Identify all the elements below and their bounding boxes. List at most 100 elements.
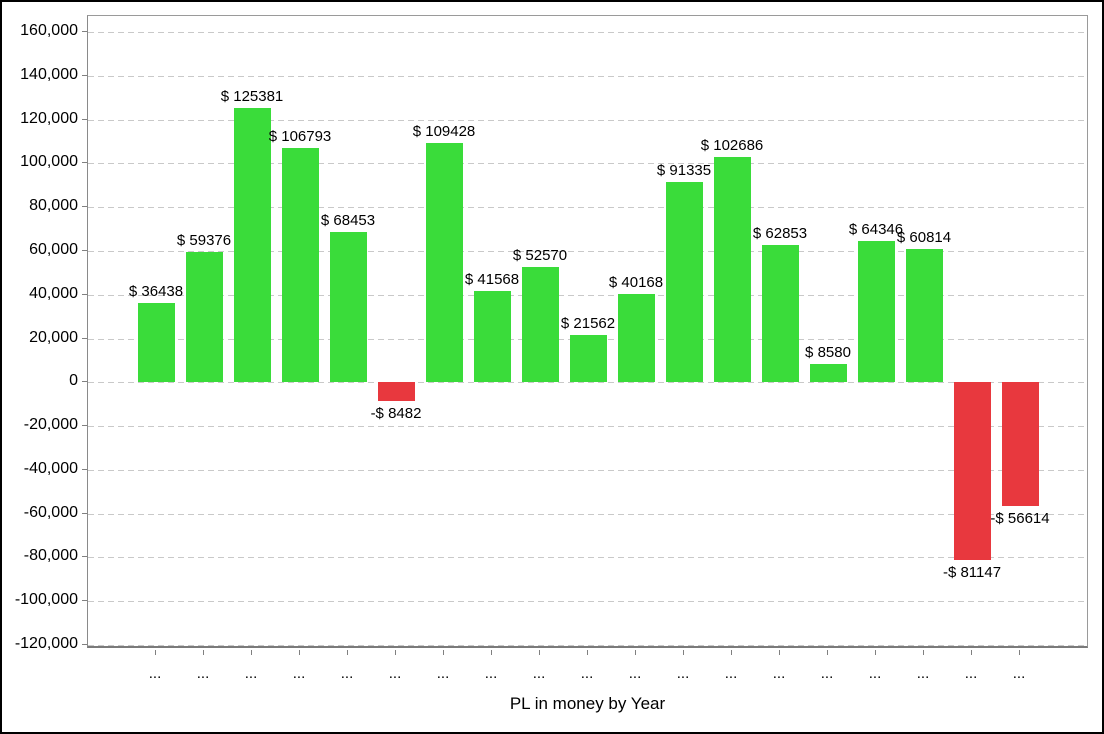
y-axis-tick <box>82 206 87 208</box>
bar <box>425 142 463 383</box>
y-gridline <box>88 469 1087 471</box>
x-axis-tick <box>1019 650 1020 655</box>
bar-value-label: -$ 8482 <box>370 404 422 422</box>
x-axis-tick-label: ... <box>964 665 978 682</box>
y-axis-tick-label: 100,000 <box>20 153 78 171</box>
y-gridline <box>88 645 1087 646</box>
x-axis-tick-label: ... <box>436 665 450 682</box>
y-axis-tick-label: 120,000 <box>20 109 78 127</box>
x-axis-tick-label: ... <box>580 665 594 682</box>
x-axis-tick <box>923 650 924 655</box>
y-axis-tick <box>82 74 87 76</box>
y-gridline <box>88 426 1087 428</box>
y-axis-tick <box>82 337 87 339</box>
x-axis-tick <box>779 650 780 655</box>
x-axis-tick <box>875 650 876 655</box>
y-axis-tick <box>82 600 87 602</box>
bar <box>1001 382 1039 507</box>
x-axis-tick-label: ... <box>676 665 690 682</box>
x-axis-tick <box>347 650 348 655</box>
bar <box>713 157 751 383</box>
bar <box>473 291 511 383</box>
y-axis-tick-label: 20,000 <box>29 328 78 346</box>
bar <box>233 107 271 383</box>
bar-value-label: $ 68453 <box>320 212 376 230</box>
bar-value-label: $ 36438 <box>128 282 184 300</box>
y-axis-tick-label: -40,000 <box>23 459 78 477</box>
y-axis-tick-label: 160,000 <box>20 22 78 39</box>
x-axis-tick <box>539 650 540 655</box>
bar <box>953 382 991 560</box>
x-axis-tick <box>155 650 156 655</box>
x-axis-tick <box>443 650 444 655</box>
y-axis-tick <box>82 644 87 645</box>
plot-area: $ 36438 $ 59376 $ 125381 $ 106793 $ 68453 -$ … <box>87 15 1088 648</box>
bar-value-label: $ 125381 <box>220 87 284 105</box>
x-axis-tick-label: ... <box>868 665 882 682</box>
x-axis-tick-label: ... <box>388 665 402 682</box>
y-axis-tick-label: -80,000 <box>23 547 78 565</box>
y-axis-tick-label: 80,000 <box>29 197 78 215</box>
y-axis-tick-label: 60,000 <box>29 240 78 258</box>
bar <box>281 148 319 383</box>
bar-value-label: -$ 81147 <box>942 563 1002 581</box>
bar <box>857 241 895 383</box>
x-axis-tick-label: ... <box>292 665 306 682</box>
y-axis-tick <box>82 425 87 427</box>
y-axis-tick <box>82 381 87 383</box>
x-axis-tick <box>971 650 972 655</box>
y-gridline <box>88 32 1087 33</box>
x-axis-tick-label: ... <box>820 665 834 682</box>
x-axis-tick-label: ... <box>724 665 738 682</box>
x-axis-tick <box>827 650 828 655</box>
x-axis-tick <box>299 650 300 655</box>
y-gridline <box>88 207 1087 209</box>
y-gridline <box>88 250 1087 252</box>
bar-value-label: $ 60814 <box>896 229 952 247</box>
bar-value-label: -$ 56614 <box>990 510 1050 528</box>
bar-value-label: $ 59376 <box>176 232 232 250</box>
y-axis-tick-label: -100,000 <box>14 591 78 609</box>
y-gridline <box>88 119 1087 121</box>
y-gridline <box>88 382 1087 384</box>
bar <box>569 335 607 383</box>
y-axis-tick-label: 0 <box>69 372 78 390</box>
y-axis-tick-label: 140,000 <box>20 65 78 83</box>
x-axis-tick-label: ... <box>196 665 210 682</box>
x-axis-tick-label: ... <box>532 665 546 682</box>
y-axis-tick <box>82 468 87 470</box>
y-gridline <box>88 163 1087 165</box>
bar-value-label: $ 102686 <box>700 137 764 155</box>
x-axis-tick-label: ... <box>484 665 498 682</box>
x-axis-tick <box>491 650 492 655</box>
x-axis-tick-label: ... <box>916 665 930 682</box>
bar <box>185 252 223 383</box>
bar <box>377 382 415 401</box>
bar-value-label: $ 52570 <box>512 247 568 265</box>
y-axis-tick <box>82 118 87 120</box>
x-axis-tick <box>635 650 636 655</box>
x-axis-tick <box>731 650 732 655</box>
y-axis-tick-label: 40,000 <box>29 284 78 302</box>
bar <box>137 302 175 383</box>
bar-value-label: $ 41568 <box>464 271 520 289</box>
y-axis-tick <box>82 293 87 295</box>
bar <box>905 249 943 383</box>
y-gridline <box>88 294 1087 296</box>
bar <box>665 182 703 383</box>
x-axis-tick-label: ... <box>244 665 258 682</box>
y-gridline <box>88 513 1087 515</box>
bar <box>809 363 847 383</box>
x-axis-tick-label: ... <box>1012 665 1026 682</box>
bar-value-label: $ 64346 <box>848 221 904 239</box>
y-gridline <box>88 75 1087 77</box>
bar-value-label: $ 21562 <box>560 315 616 333</box>
x-axis-tick <box>683 650 684 655</box>
bar <box>761 244 799 383</box>
bar-value-label: $ 40168 <box>608 274 664 292</box>
y-gridline <box>88 601 1087 603</box>
y-axis-tick <box>82 512 87 514</box>
x-axis-tick-label: ... <box>340 665 354 682</box>
y-axis-tick <box>82 31 87 32</box>
bar-value-label: $ 106793 <box>268 128 332 146</box>
